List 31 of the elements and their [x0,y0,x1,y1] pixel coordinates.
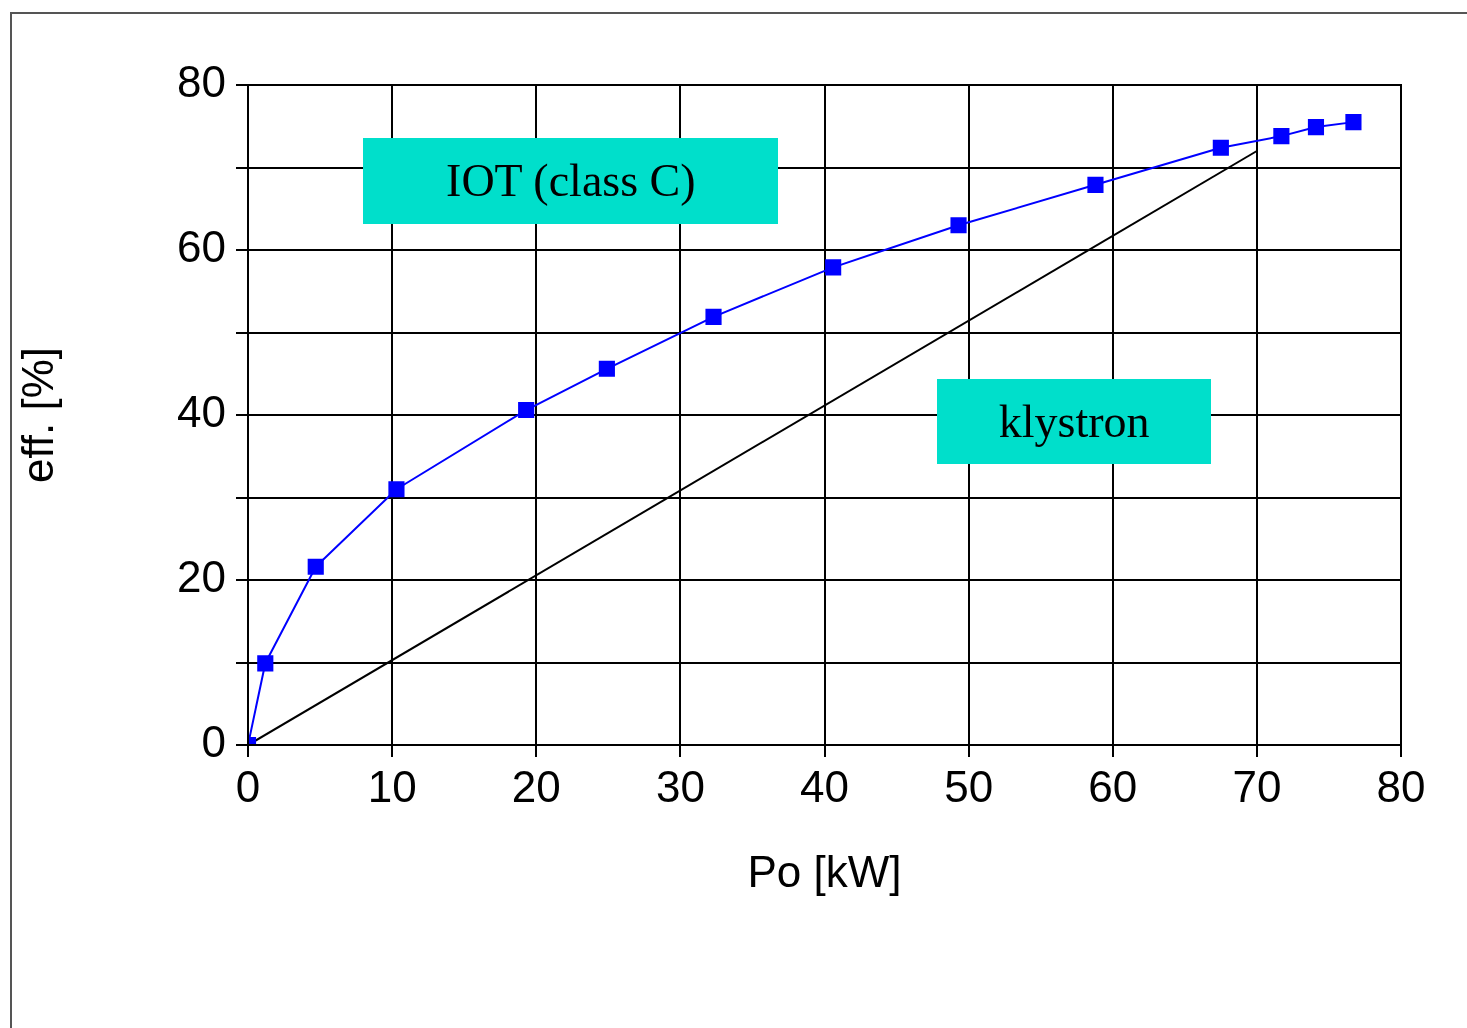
point [1212,139,1229,156]
x-tick-label: 10 [367,761,417,811]
x-tick-label: 30 [655,761,705,811]
y-tick-label: 80 [177,57,226,107]
text-box: klystron [937,378,1211,465]
point [598,360,615,377]
x-tick-label: 60 [1088,761,1138,811]
y-axis-title: eff. [%] [12,346,62,484]
y-tick-label: 0 [201,717,226,767]
y-tick-label: 20 [177,552,226,602]
text-box: IOT (class C) [363,137,779,224]
x-tick-label: 50 [944,761,994,811]
point [705,308,722,325]
x-tick-label: 0 [235,761,261,811]
x-tick-label: 80 [1376,761,1426,811]
y-tick-label: 40 [177,387,226,437]
point [1345,114,1362,131]
point [1087,176,1104,193]
point [825,259,842,276]
point [1307,119,1325,136]
y-tick-label: 60 [177,222,226,272]
point [950,217,967,234]
x-tick-label: 40 [800,761,849,811]
point [518,401,535,419]
x-tick-label: 20 [511,761,561,811]
point [1273,128,1290,145]
point [388,481,405,498]
x-tick-label: 70 [1232,761,1282,811]
point [307,558,324,575]
point [257,655,274,672]
x-axis-title: Po [kW] [747,846,902,896]
